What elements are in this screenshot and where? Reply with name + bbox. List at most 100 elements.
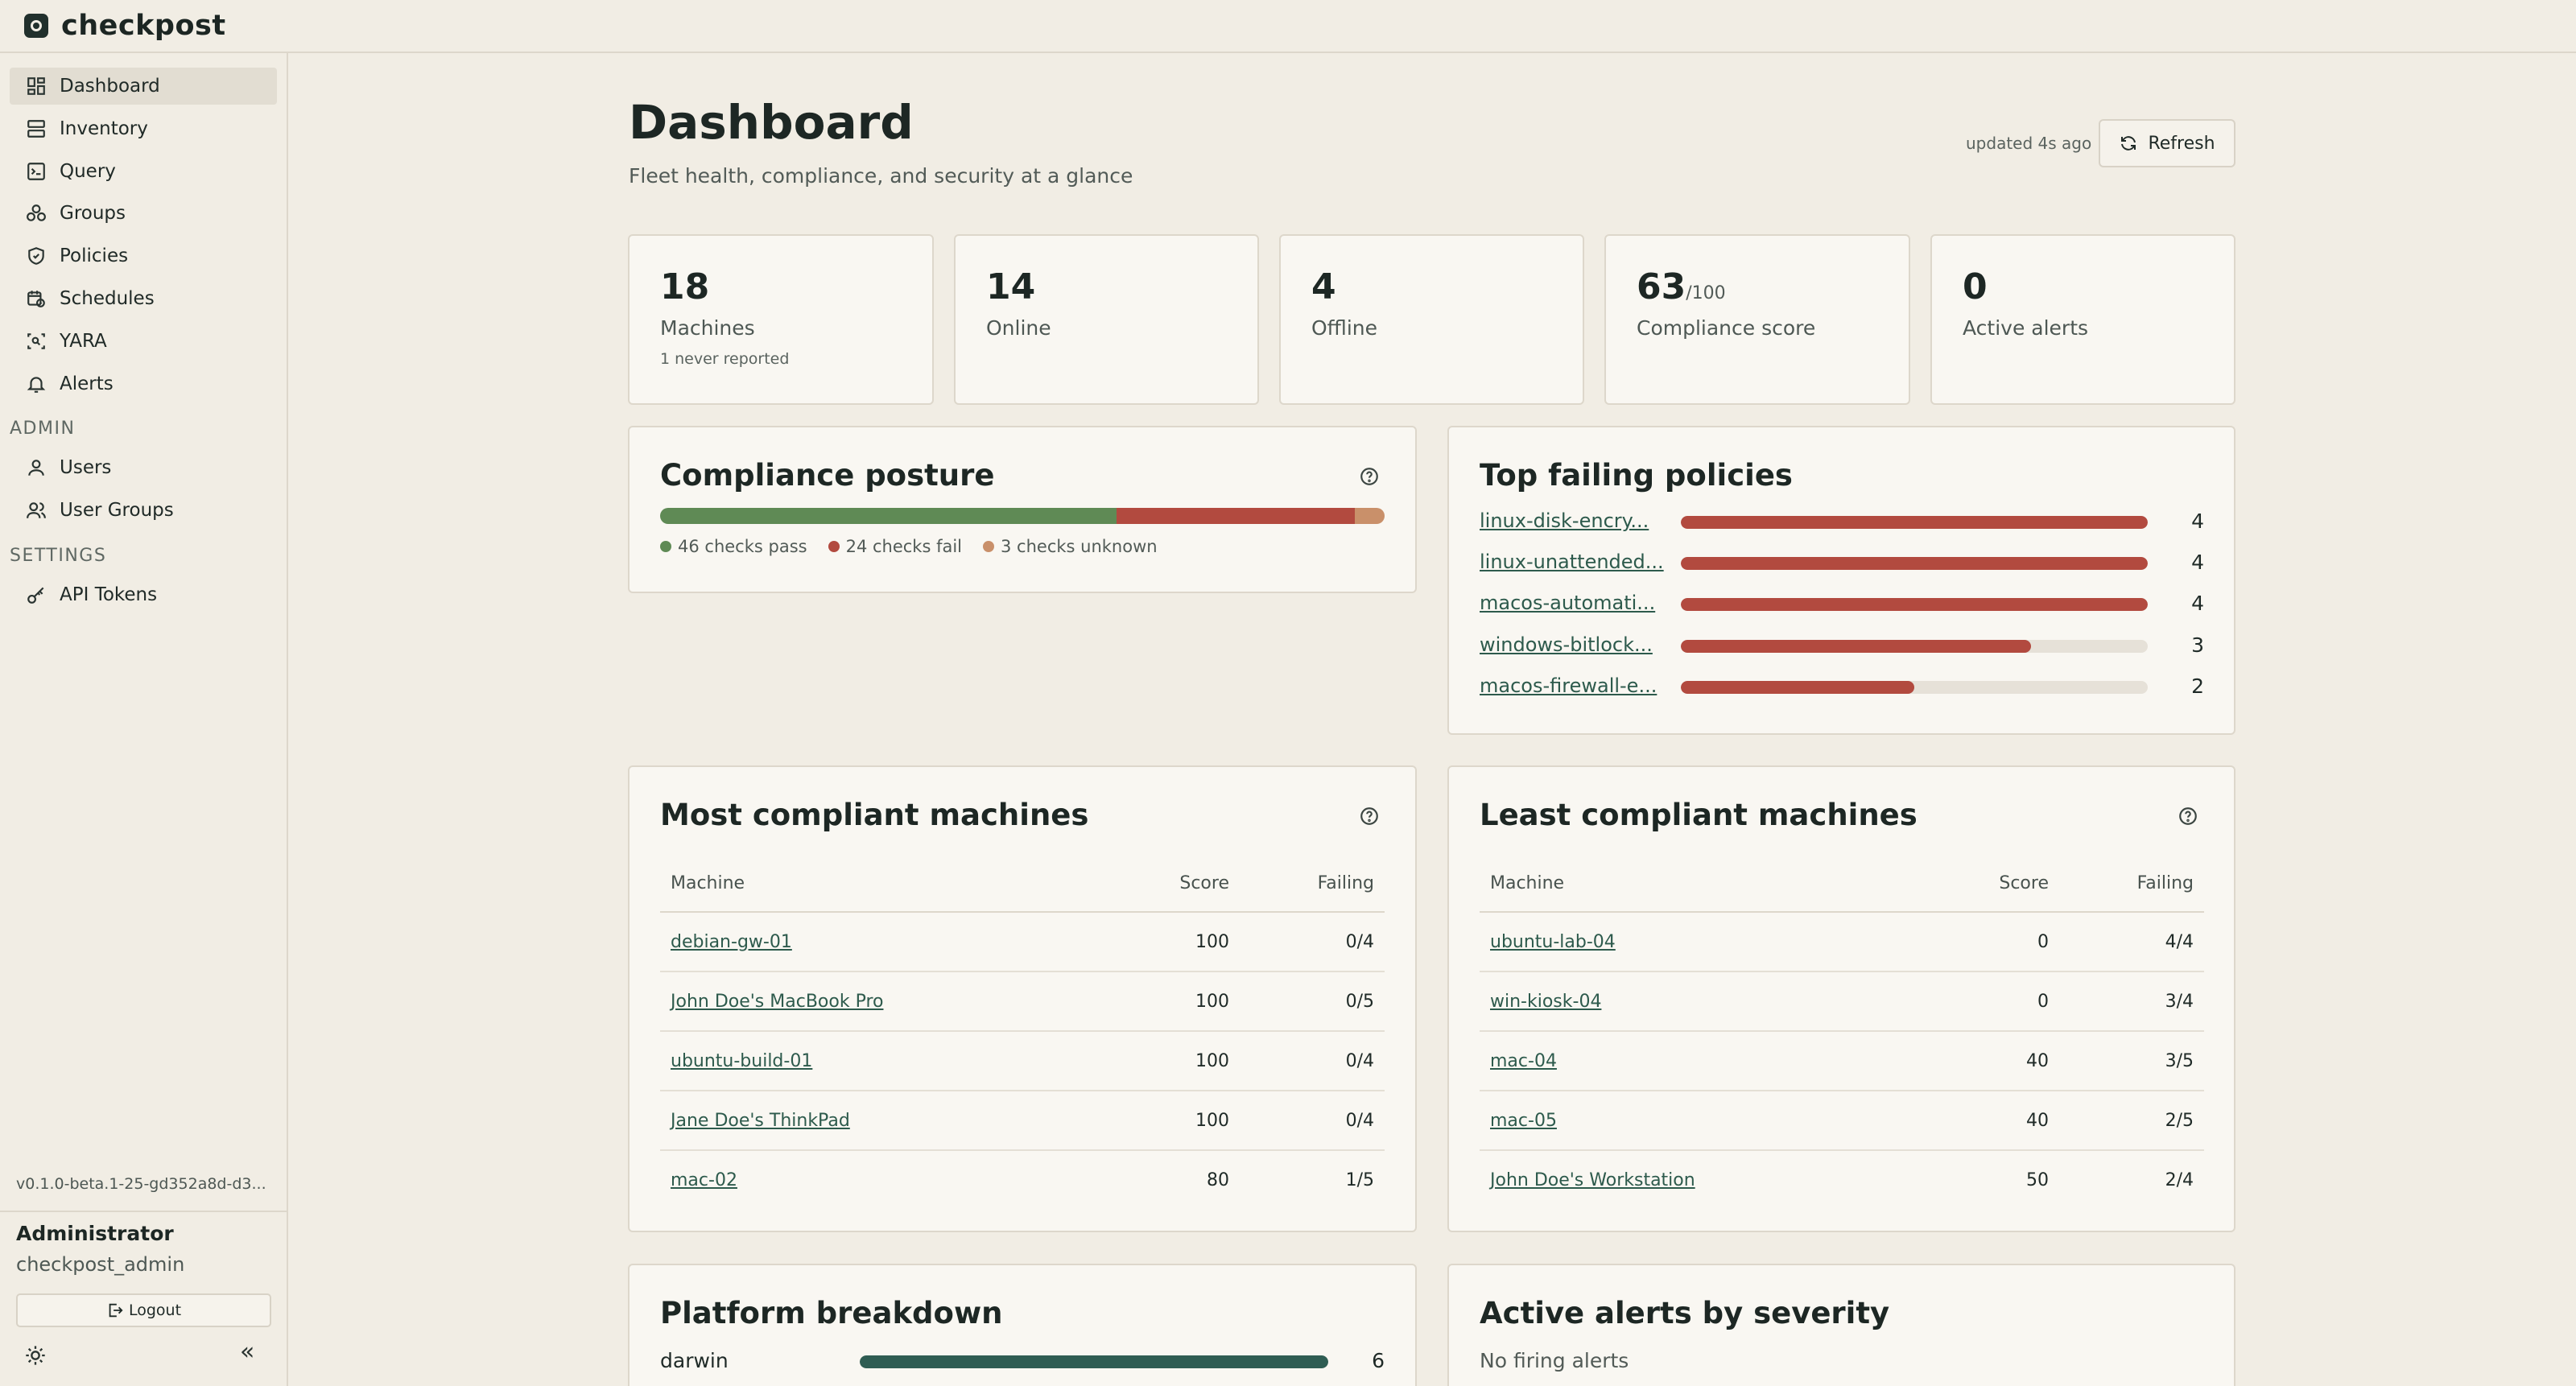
machine-link[interactable]: mac-05 <box>1490 1110 1557 1131</box>
table-row[interactable]: John Doe's MacBook Pro 100 0/5 <box>660 971 1385 1032</box>
machine-link[interactable]: debian-gw-01 <box>671 931 792 952</box>
sidebar-item-label: Schedules <box>60 288 155 309</box>
table-row[interactable]: ubuntu-build-01 100 0/4 <box>660 1031 1385 1091</box>
failing-cell: 3/5 <box>2059 1031 2204 1091</box>
score-cell: 0 <box>1921 971 2059 1032</box>
sidebar-item-alerts[interactable]: Alerts <box>10 365 277 402</box>
sidebar-item-policies[interactable]: Policies <box>10 237 277 274</box>
logout-icon <box>109 1303 123 1318</box>
stat-card-offline[interactable]: 4 Offline <box>1279 234 1584 405</box>
table-row[interactable]: Jane Doe's ThinkPad 100 0/4 <box>660 1091 1385 1151</box>
terminal-icon <box>26 161 47 182</box>
table-row[interactable]: debian-gw-01 100 0/4 <box>660 912 1385 972</box>
sidebar-item-users[interactable]: Users <box>10 449 277 486</box>
bell-icon <box>26 373 47 394</box>
table-row[interactable]: mac-05 40 2/5 <box>1480 1091 2204 1151</box>
column-header-score[interactable]: Score <box>1105 856 1240 913</box>
machine-link[interactable]: Jane Doe's ThinkPad <box>671 1110 850 1131</box>
user-login: checkpost_admin <box>16 1253 185 1276</box>
help-icon[interactable] <box>1359 806 1380 827</box>
sidebar-item-label: Policies <box>60 245 129 266</box>
posture-segment-pass <box>660 508 1117 524</box>
sidebar-item-api-tokens[interactable]: API Tokens <box>10 576 277 613</box>
machine-link[interactable]: mac-02 <box>671 1170 737 1190</box>
policy-bar-track <box>1681 557 2148 570</box>
help-icon[interactable] <box>1359 466 1380 487</box>
policy-link[interactable]: linux-unattended... <box>1480 551 1664 573</box>
machine-link[interactable]: John Doe's MacBook Pro <box>671 991 884 1012</box>
user-icon <box>26 457 47 478</box>
failing-cell: 1/5 <box>1345 1170 1374 1190</box>
sidebar-item-yara[interactable]: YARA <box>10 323 277 360</box>
logout-button[interactable]: Logout <box>16 1293 271 1327</box>
compliance-posture-card: Compliance posture 46 checks pass 24 che… <box>628 426 1417 593</box>
sidebar-item-label: Inventory <box>60 118 148 139</box>
score-cell: 80 <box>1207 1170 1229 1190</box>
table-row[interactable]: mac-04 40 3/5 <box>1480 1031 2204 1091</box>
table-row[interactable]: mac-02 80 1/5 <box>660 1150 1385 1210</box>
failing-cell: 0/4 <box>1240 1091 1385 1151</box>
sidebar-item-inventory[interactable]: Inventory <box>10 110 277 147</box>
policy-bar <box>1681 598 2148 611</box>
stat-label: Machines <box>660 316 755 340</box>
failing-cell: 2/5 <box>2059 1091 2204 1151</box>
help-icon[interactable] <box>2178 806 2198 827</box>
legend-label: 46 checks pass <box>678 537 807 556</box>
column-header-score[interactable]: Score <box>1921 856 2059 913</box>
score-cell: 40 <box>1921 1031 2059 1091</box>
machine-link[interactable]: ubuntu-lab-04 <box>1490 931 1616 952</box>
sidebar-item-groups[interactable]: Groups <box>10 195 277 232</box>
policy-bar-track <box>1681 640 2148 653</box>
table-row[interactable]: ubuntu-lab-04 0 4/4 <box>1480 912 2204 972</box>
column-header-failing[interactable]: Failing <box>2059 856 2204 913</box>
platform-name: darwin <box>660 1349 729 1372</box>
sidebar-item-dashboard[interactable]: Dashboard <box>10 68 277 105</box>
stat-number: 4 <box>1311 266 1336 307</box>
machine-link[interactable]: mac-04 <box>1490 1050 1557 1071</box>
stat-value: 14 <box>986 266 1035 307</box>
sidebar-item-schedules[interactable]: Schedules <box>10 280 277 317</box>
stat-label: Compliance score <box>1637 316 1816 340</box>
machine-link[interactable]: John Doe's Workstation <box>1490 1170 1695 1190</box>
stat-card-compliance-score[interactable]: 63/100 Compliance score <box>1604 234 1910 405</box>
column-header-machine[interactable]: Machine <box>1480 856 1922 913</box>
policy-link[interactable]: macos-automati... <box>1480 592 1656 614</box>
policy-link[interactable]: macos-firewall-e... <box>1480 674 1657 697</box>
policy-link[interactable]: windows-bitlock... <box>1480 633 1653 656</box>
section-label-settings: SETTINGS <box>10 546 107 566</box>
failing-cell: 4/4 <box>2059 912 2204 972</box>
policy-link[interactable]: linux-disk-encry... <box>1480 509 1649 532</box>
stat-card-online[interactable]: 14 Online <box>954 234 1259 405</box>
posture-segment-fail <box>1117 508 1355 524</box>
score-cell: 100 <box>1105 912 1240 972</box>
card-title: Least compliant machines <box>1480 798 1918 832</box>
legend-item-pass: 46 checks pass <box>660 537 807 556</box>
stat-card-machines[interactable]: 18 Machines 1 never reported <box>628 234 934 405</box>
stat-card-active-alerts[interactable]: 0 Active alerts <box>1930 234 2235 405</box>
table-row[interactable]: win-kiosk-04 0 3/4 <box>1480 971 2204 1032</box>
sidebar-item-user-groups[interactable]: User Groups <box>10 492 277 529</box>
posture-segment-unknown <box>1354 508 1385 524</box>
legend-label: 3 checks unknown <box>1001 537 1158 556</box>
score-cell: 100 <box>1105 971 1240 1032</box>
sidebar-item-label: Dashboard <box>60 76 160 97</box>
stat-label: Offline <box>1311 316 1378 340</box>
refresh-icon <box>2121 136 2136 151</box>
machine-link[interactable]: win-kiosk-04 <box>1490 991 1602 1012</box>
sun-icon[interactable] <box>24 1344 47 1367</box>
card-title: Most compliant machines <box>660 798 1089 832</box>
refresh-button[interactable]: Refresh <box>2099 119 2235 167</box>
updated-timestamp: updated 4s ago <box>1966 134 2092 153</box>
sidebar-item-query[interactable]: Query <box>10 153 277 190</box>
sidebar-item-label: YARA <box>60 331 107 352</box>
column-header-failing[interactable]: Failing <box>1240 856 1385 913</box>
collapse-sidebar-icon[interactable]: « <box>240 1338 255 1366</box>
stat-number: 0 <box>1963 266 1988 307</box>
section-label-admin: ADMIN <box>10 419 76 439</box>
app-name[interactable]: checkpost <box>61 10 226 42</box>
machine-link[interactable]: ubuntu-build-01 <box>671 1050 813 1071</box>
groups-icon <box>26 203 47 224</box>
platform-bar-track <box>860 1355 1328 1368</box>
column-header-machine[interactable]: Machine <box>660 856 1106 913</box>
table-row[interactable]: John Doe's Workstation 50 2/4 <box>1480 1150 2204 1210</box>
